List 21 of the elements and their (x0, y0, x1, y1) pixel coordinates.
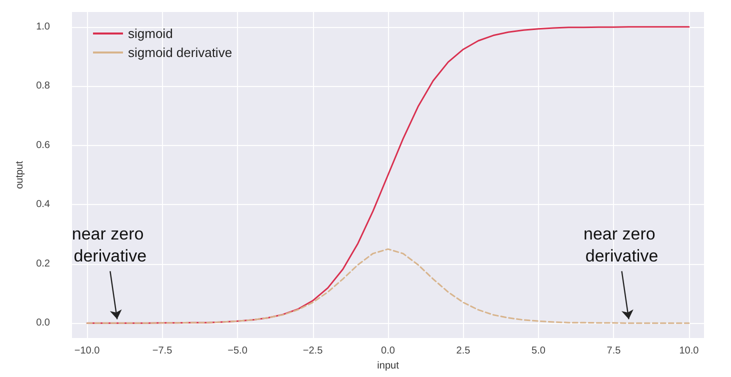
y-tick-label: 0.0 (36, 318, 50, 329)
y-tick-label: 0.8 (36, 80, 50, 92)
x-tick-label: 5.0 (532, 346, 546, 356)
x-tick-label: −5.0 (228, 346, 248, 356)
y-tick-label: 1.0 (36, 21, 50, 32)
x-axis-title: input (377, 360, 400, 372)
y-tick-label: 0.2 (36, 258, 50, 270)
annotation: near zero derivative (583, 224, 660, 266)
annotation: near zero derivative (72, 224, 148, 266)
legend-label: sigmoid (128, 26, 173, 41)
x-tick-label: −2.5 (302, 346, 324, 356)
x-tick-label: 7.5 (606, 346, 622, 356)
x-tick-label: 0.0 (381, 346, 396, 356)
x-tick-label: −7.5 (152, 346, 173, 356)
x-tick-label: 2.5 (456, 346, 471, 356)
x-tick-label: −10.0 (74, 346, 100, 356)
y-axis-title: output (14, 160, 26, 189)
legend-label: sigmoid derivative (128, 45, 232, 60)
y-tick-label: 0.4 (36, 199, 50, 210)
y-tick-label: 0.6 (36, 140, 50, 151)
x-tick-label: 10.0 (679, 346, 700, 356)
